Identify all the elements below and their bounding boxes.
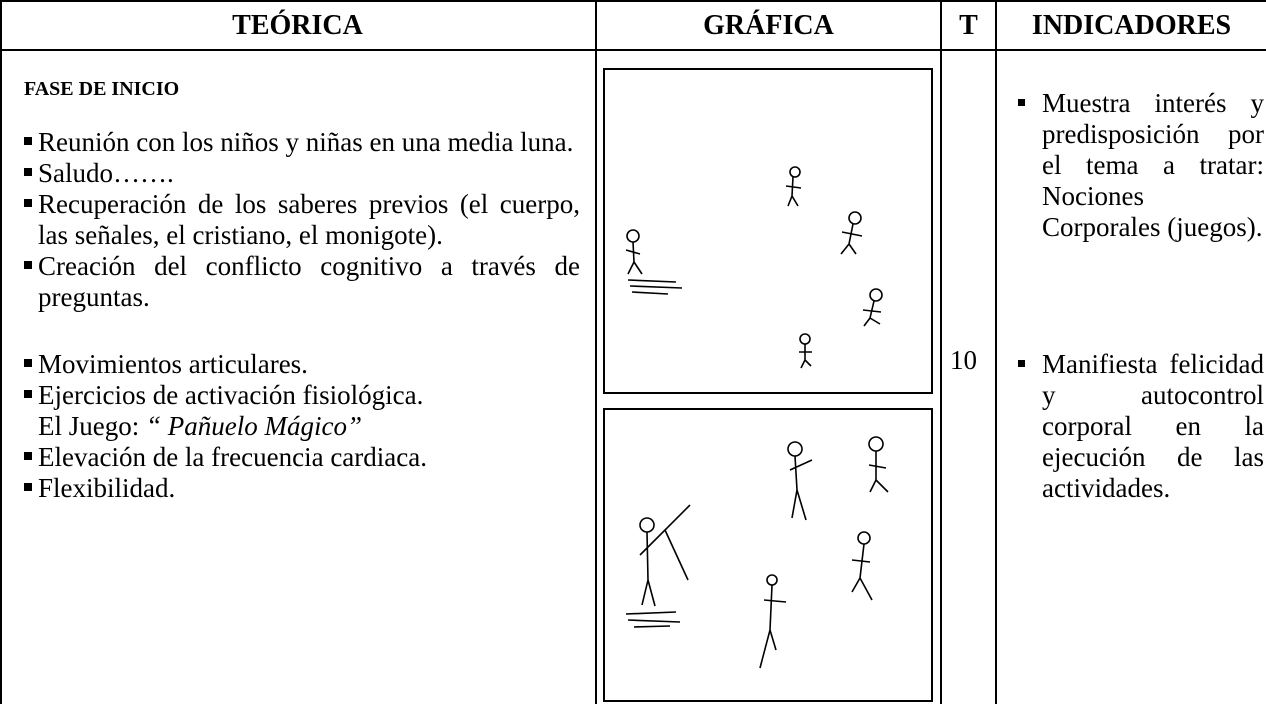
indicadores-cell: Muestra interés y predisposición por el … — [1016, 88, 1264, 504]
header-cell: GRÁFICA — [703, 10, 834, 41]
activity-list: Elevación de la frecuencia cardiaca. Fle… — [24, 442, 580, 504]
sketch — [625, 166, 889, 669]
rule — [595, 0, 597, 704]
rule — [0, 0, 2, 704]
phase-title: FASE DE INICIO — [24, 78, 180, 100]
rule — [940, 0, 942, 704]
activity: Elevación de la frecuencia cardiaca. — [24, 442, 580, 473]
activity-list: Movimientos articulares. Ejercicios de a… — [24, 349, 580, 411]
activity: Saludo……. — [24, 158, 580, 189]
header-cell: TEÓRICA — [232, 10, 363, 41]
indicator: Manifiesta felicidad y autocontrol corpo… — [1016, 349, 1264, 504]
activity: Reunión con los niños y niñas en una med… — [24, 127, 580, 158]
rule — [0, 0, 1266, 2]
rule — [995, 0, 997, 704]
activity: Ejercicios de activación fisiológica. — [24, 380, 580, 411]
activity: Movimientos articulares. — [24, 349, 580, 380]
game-line: El Juego: “ Pañuelo Mágico” — [24, 411, 580, 442]
game-name: “ Pañuelo Mágico” — [146, 411, 362, 441]
drawing-frame — [603, 68, 933, 394]
activity: Recuperación de los saberes previos (el … — [24, 189, 580, 251]
indicator-list: Muestra interés y predisposición por el … — [1016, 88, 1264, 504]
teorica-cell: FASE DE INICIO Reunión con los niños y n… — [24, 74, 580, 504]
activity: Creación del conflicto cognitivo a travé… — [24, 251, 580, 313]
game-label: El Juego: — [38, 411, 140, 441]
header-cell: INDICADORES — [1031, 10, 1232, 41]
activity-list: Reunión con los niños y niñas en una med… — [24, 127, 580, 313]
activity: Flexibilidad. — [24, 473, 580, 504]
indicator: Muestra interés y predisposición por el … — [1016, 88, 1264, 243]
drawing-frame — [603, 408, 933, 702]
time: 10 — [950, 345, 977, 375]
header-cell: T — [959, 10, 978, 41]
rule — [0, 49, 1266, 51]
